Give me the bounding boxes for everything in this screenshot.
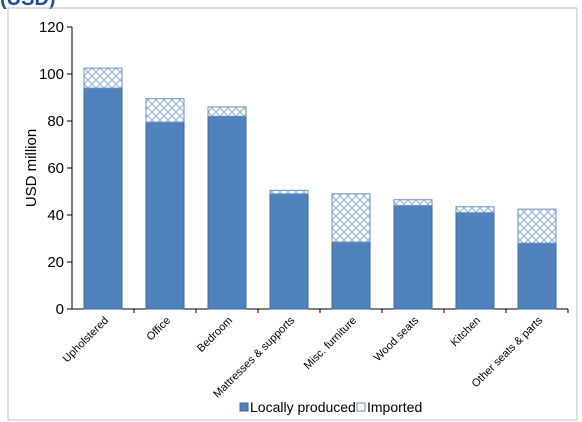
x-tick-label: Bedroom <box>195 315 235 355</box>
bar-imported <box>207 106 247 117</box>
x-tick-label: Upholstered <box>61 315 111 365</box>
bar-locally-produced <box>83 87 123 310</box>
bar-locally-produced <box>145 121 185 310</box>
bar-locally-produced <box>393 205 433 310</box>
bar-imported <box>83 67 123 89</box>
legend-swatch-imported <box>356 402 366 412</box>
y-tick-label: 60 <box>47 160 64 177</box>
bar-imported <box>393 199 433 207</box>
bar-locally-produced <box>331 241 371 310</box>
bar-imported <box>455 206 495 214</box>
legend-label-imported: Imported <box>367 399 422 415</box>
bar-locally-produced <box>517 242 557 310</box>
y-axis-title: USD million <box>23 129 40 207</box>
header-fragment: (USD) <box>0 0 56 11</box>
bar-imported <box>517 208 557 244</box>
bar-locally-produced <box>455 212 495 310</box>
y-tick-label: 40 <box>47 207 64 224</box>
y-tick-label: 80 <box>47 113 64 130</box>
bar-imported <box>145 98 185 123</box>
x-tick-label: Kitchen <box>449 315 483 349</box>
chart-border <box>7 7 578 421</box>
bar-imported <box>269 189 309 195</box>
x-tick-label: Wood seats <box>372 314 422 364</box>
bar-locally-produced <box>207 115 247 310</box>
plot-area: 0 20 40 60 80 100 120 USD million Upholstered Off… <box>23 19 569 415</box>
x-tick-label: Misc. furniture <box>302 315 359 372</box>
y-tick-label: 20 <box>47 254 64 271</box>
y-tick-label: 100 <box>39 66 64 83</box>
x-tick-label: Office <box>144 315 173 344</box>
y-tick-label: 120 <box>39 19 64 36</box>
legend-swatch-locally-produced <box>239 402 249 412</box>
bar-locally-produced <box>269 193 309 310</box>
legend-label-locally-produced: Locally produced <box>250 399 356 415</box>
x-tick-label: Other seats & parts <box>470 314 546 390</box>
y-tick-label: 0 <box>56 301 64 318</box>
bar-imported <box>331 193 371 243</box>
